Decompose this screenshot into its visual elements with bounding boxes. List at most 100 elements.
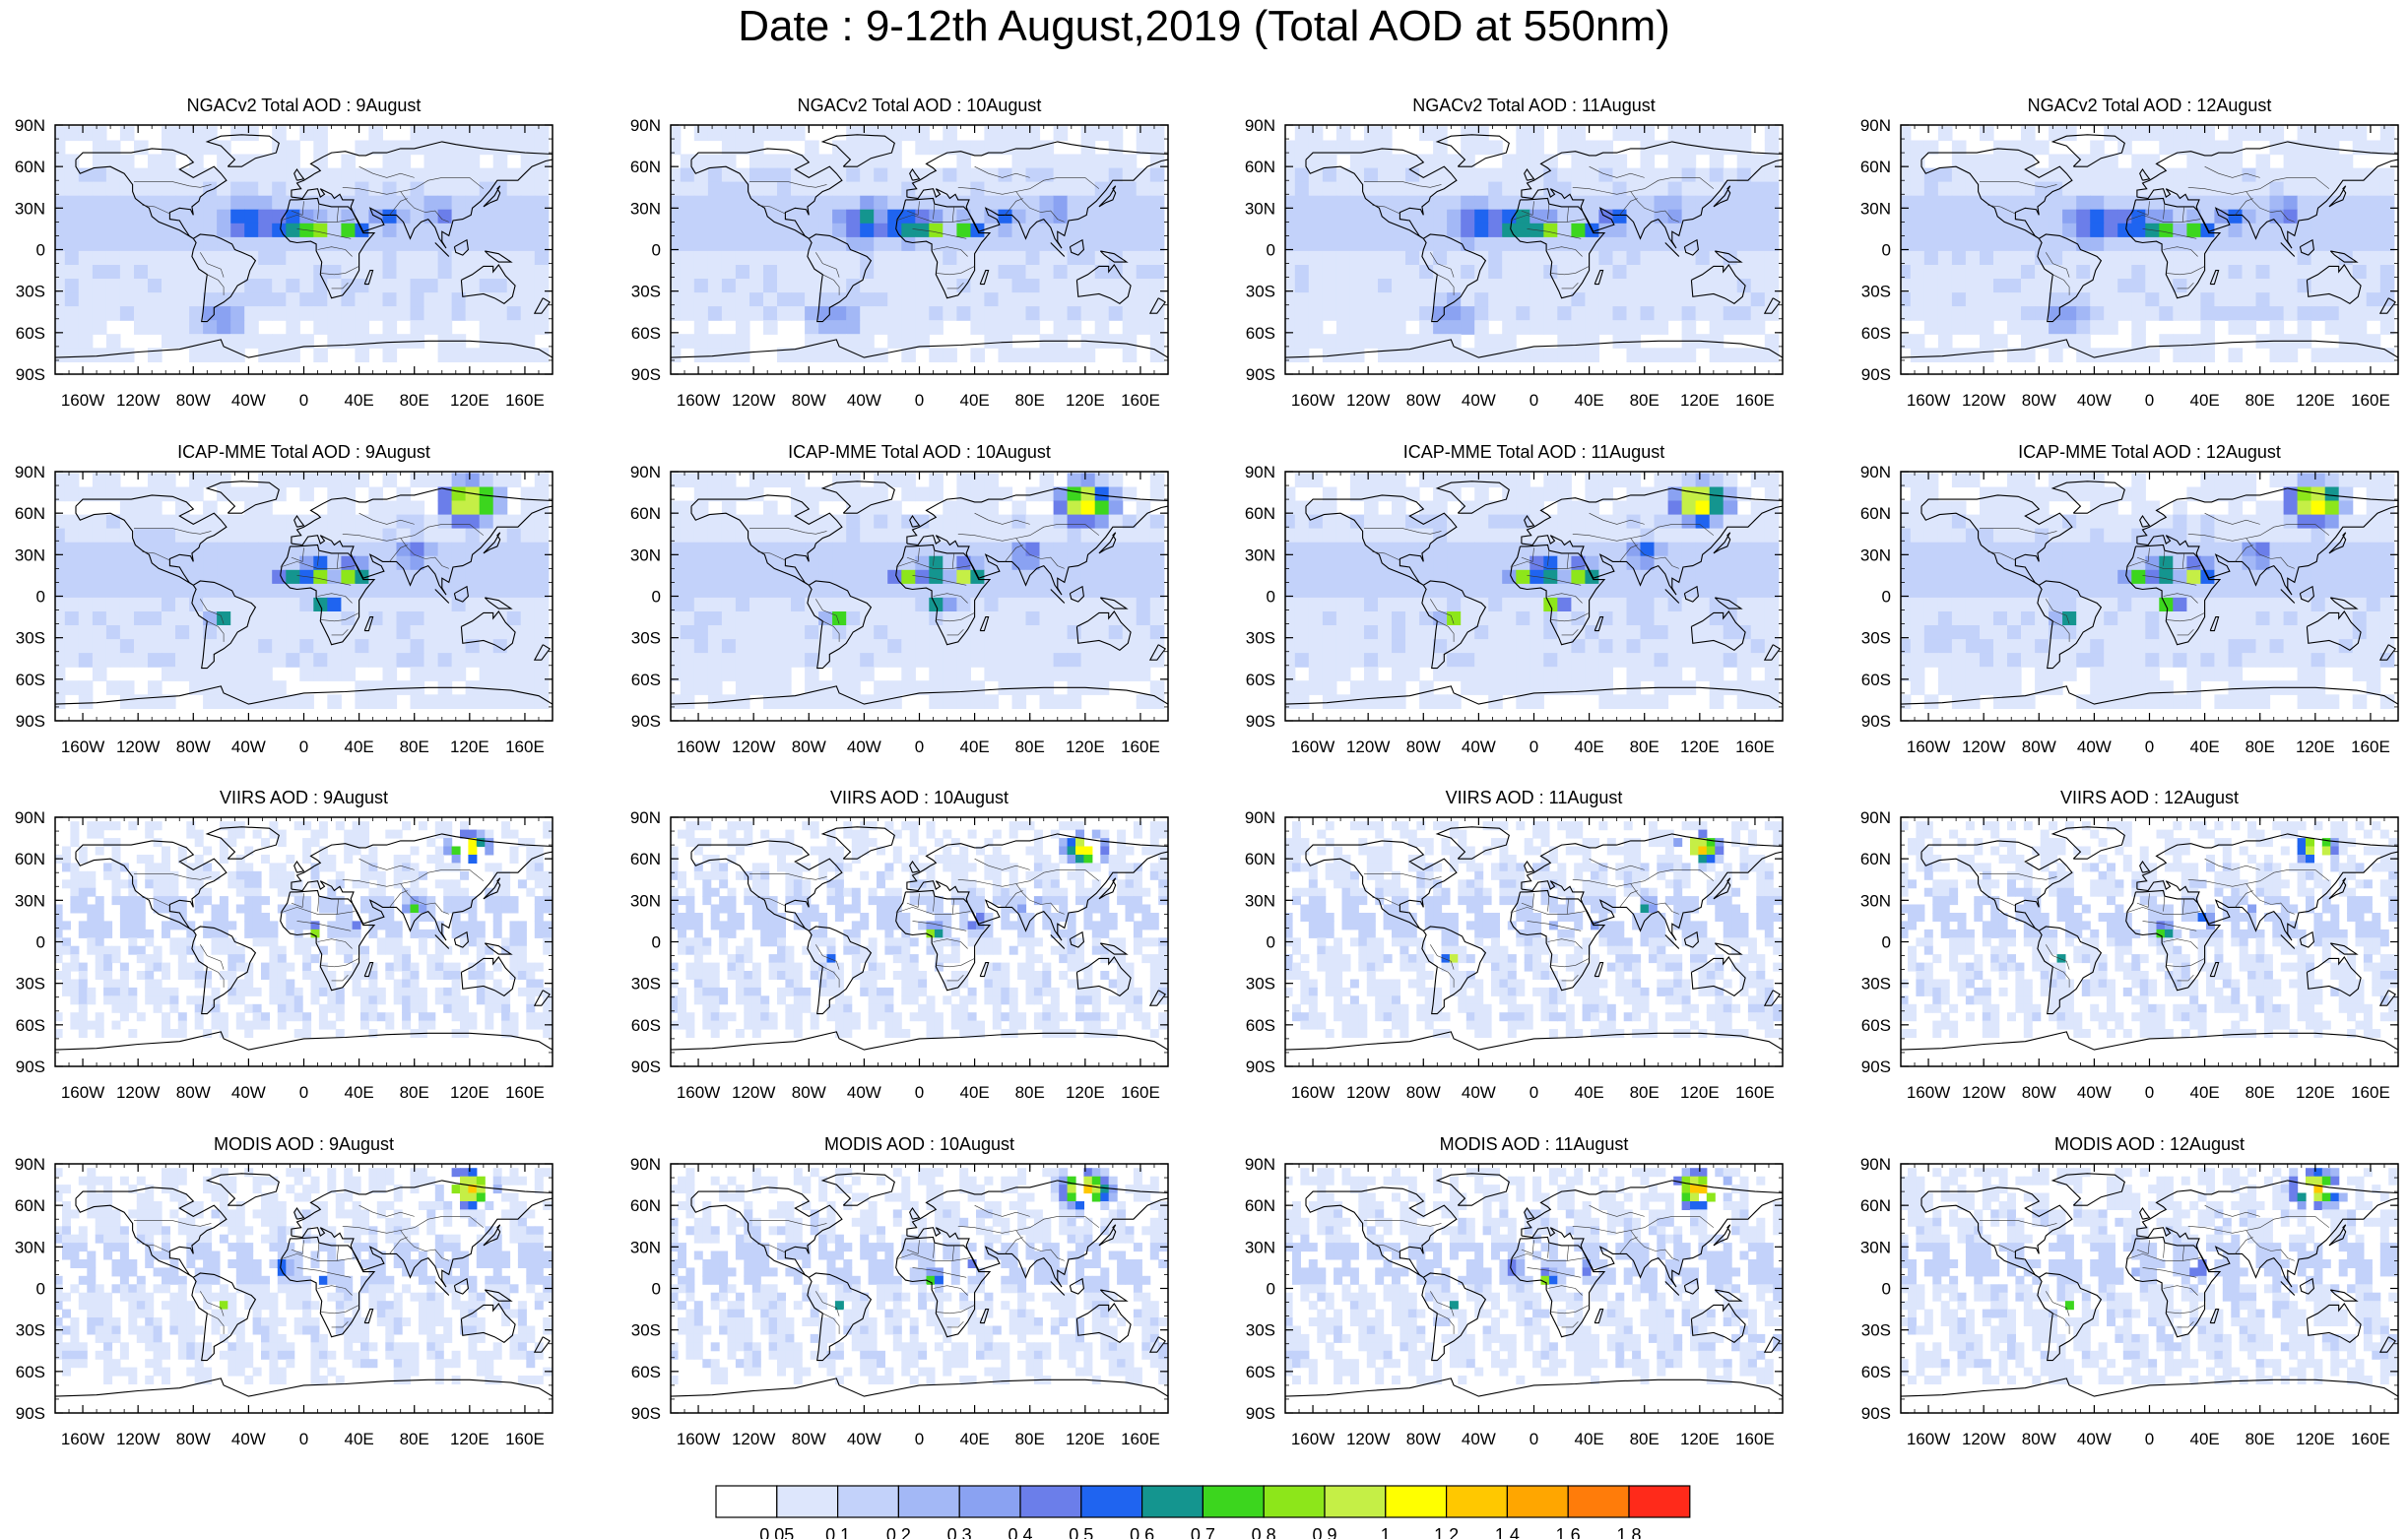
lat-tick-label: 60S <box>16 1363 45 1381</box>
country-border <box>1372 205 1400 215</box>
country-border <box>2187 177 2330 195</box>
lat-tick-label: 90N <box>630 463 661 481</box>
country-border <box>1561 282 1579 289</box>
lon-tick-label: 120W <box>1346 737 1390 756</box>
coastline <box>280 1236 376 1338</box>
coastline <box>2050 1173 2125 1206</box>
lat-tick-label: 60S <box>16 671 45 689</box>
country-border <box>1630 883 1679 915</box>
coastline <box>460 610 516 651</box>
colorbar-swatch <box>1445 1485 1508 1518</box>
lat-tick-label: 60S <box>631 671 661 689</box>
coastline <box>55 339 553 358</box>
coastline <box>1099 942 1129 955</box>
country-border <box>1015 883 1065 915</box>
colorbar-label: 0.1 <box>825 1525 850 1539</box>
country-border <box>2163 938 2198 949</box>
lon-tick-label: 40W <box>1462 1083 1496 1102</box>
country-border <box>1561 974 1579 982</box>
coastline <box>1901 339 2398 358</box>
lon-tick-label: 40E <box>344 391 373 410</box>
aod-field <box>1901 473 2395 709</box>
coastline <box>75 494 228 586</box>
lat-tick-label: 30S <box>631 975 661 994</box>
coastline <box>820 481 895 514</box>
lat-tick-label: 60N <box>630 1196 661 1215</box>
coastline <box>280 889 376 992</box>
coastline <box>1901 685 2398 705</box>
colorbar-swatch <box>1506 1485 1569 1518</box>
country-border <box>1510 215 1586 223</box>
country-border <box>1364 181 1442 188</box>
lon-tick-label: 160E <box>2351 391 2390 410</box>
country-border <box>389 198 408 216</box>
coastline <box>1920 148 2073 239</box>
country-border <box>946 282 964 289</box>
country-border <box>1980 528 2057 535</box>
lon-tick-label: 80W <box>792 737 826 756</box>
coastline <box>2125 544 2222 646</box>
coastline <box>2378 1336 2397 1353</box>
coastline <box>2299 585 2314 603</box>
country-border <box>1630 1230 1679 1261</box>
lon-tick-label: 40E <box>1574 1083 1603 1102</box>
coastline <box>1148 1336 1167 1353</box>
coastline <box>1075 264 1132 304</box>
lon-tick-label: 40W <box>847 1430 881 1448</box>
coastline <box>2328 1224 2347 1247</box>
coastline <box>1683 238 1699 256</box>
coastline <box>2209 1309 2220 1324</box>
country-border <box>2163 550 2166 566</box>
country-border <box>951 898 954 915</box>
lon-tick-label: 160W <box>1907 391 1950 410</box>
lon-tick-label: 120E <box>450 391 489 410</box>
lon-tick-label: 0 <box>2145 1430 2154 1448</box>
country-border <box>757 1244 786 1253</box>
lon-tick-label: 160E <box>1121 1083 1160 1102</box>
country-border <box>906 201 920 216</box>
lat-tick-label: 30S <box>1861 283 1891 301</box>
country-border <box>906 893 920 908</box>
coastline <box>2280 1281 2296 1296</box>
country-border <box>207 274 225 295</box>
coastline <box>533 297 552 314</box>
coastline <box>1521 487 1783 596</box>
lon-tick-label: 80E <box>2245 391 2275 410</box>
country-border <box>1527 1267 1582 1278</box>
country-border <box>936 958 975 968</box>
country-border <box>974 1204 1030 1217</box>
lon-tick-label: 160W <box>1291 1430 1334 1448</box>
coastline <box>205 1173 280 1206</box>
coastline <box>291 141 553 249</box>
coastline <box>2299 1277 2314 1295</box>
country-border <box>2136 201 2150 216</box>
country-border <box>933 896 936 912</box>
country-border <box>815 599 840 624</box>
lon-tick-label: 0 <box>915 1430 924 1448</box>
lat-tick-label: 90S <box>16 712 45 731</box>
country-border <box>933 938 968 949</box>
country-border <box>1547 938 1583 949</box>
lat-tick-label: 90N <box>1860 808 1891 827</box>
country-border <box>822 620 840 642</box>
lat-tick-label: 90N <box>630 116 661 135</box>
lon-tick-label: 0 <box>1529 737 1538 756</box>
coastline <box>690 148 843 239</box>
lat-tick-label: 90S <box>16 1404 45 1423</box>
lon-tick-label: 40W <box>1462 737 1496 756</box>
country-border <box>2177 974 2194 982</box>
coastline <box>1305 148 1458 239</box>
coastline <box>2136 141 2398 249</box>
lat-tick-label: 30S <box>1246 629 1275 648</box>
lat-tick-label: 0 <box>36 1280 45 1299</box>
lon-tick-label: 120W <box>1962 1430 2005 1448</box>
coastline <box>2329 250 2359 263</box>
lon-tick-label: 160W <box>1907 737 1950 756</box>
lat-tick-label: 0 <box>36 241 45 260</box>
country-border <box>951 206 954 223</box>
country-border <box>320 958 359 968</box>
lon-tick-label: 40E <box>959 1083 989 1102</box>
map-panel: NGACv2 Total AOD : 9August 90N 60N 30N 0 30S 6… <box>15 96 553 410</box>
country-border <box>200 252 225 278</box>
